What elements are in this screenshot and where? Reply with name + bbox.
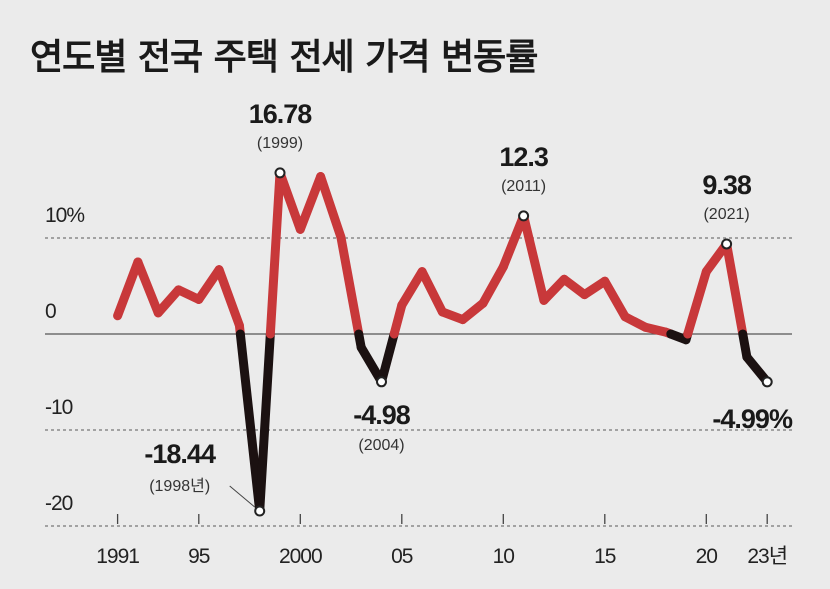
annotation-year: (2021) — [703, 206, 749, 223]
line-segment — [214, 265, 244, 330]
y-tick-label: 10% — [45, 204, 84, 227]
annotation-value: -4.99% — [712, 404, 793, 434]
x-tick-label: 95 — [188, 545, 210, 568]
line-segment — [255, 329, 275, 516]
highlight-marker — [254, 505, 266, 517]
annotation-value: -18.44 — [144, 439, 216, 469]
highlight-marker — [721, 238, 733, 250]
chart-title: 연도별 전국 주택 전세 가격 변동률 — [30, 37, 538, 78]
annotation-value: 12.3 — [499, 142, 549, 172]
line-segment — [316, 172, 346, 242]
line-segment — [153, 285, 183, 318]
annotation-value: -4.98 — [353, 400, 411, 430]
x-tick-label: 1991 — [96, 545, 139, 568]
line-segment — [397, 267, 427, 310]
line-segment — [113, 257, 143, 321]
y-tick-label: -10 — [45, 396, 73, 419]
line-segment — [519, 211, 549, 305]
line-segment — [377, 329, 399, 387]
leader-line — [229, 485, 256, 508]
highlight-marker — [761, 376, 773, 388]
line-segment — [498, 211, 529, 272]
x-tick-label: 2000 — [279, 545, 322, 568]
annotation-year: (1998년) — [149, 477, 210, 495]
x-tick-label: 15 — [594, 545, 616, 568]
line-segment — [275, 168, 305, 234]
line-segment — [389, 300, 407, 339]
line-segment — [478, 262, 508, 308]
line-segment — [722, 239, 748, 339]
line-segment — [539, 274, 569, 305]
line-segment — [194, 265, 224, 304]
highlight-marker — [376, 376, 387, 388]
x-tick-label: 10 — [493, 545, 515, 568]
y-tick-label: -20 — [45, 492, 73, 515]
line-segment — [356, 342, 386, 387]
line-segment — [265, 168, 285, 339]
line-segment — [336, 232, 364, 339]
annotation-value: 9.38 — [702, 170, 752, 200]
highlight-marker — [274, 167, 286, 179]
annotation-value: 16.78 — [249, 99, 313, 129]
line-segment — [683, 267, 711, 339]
y-tick-label: 0 — [45, 300, 56, 323]
line-segment — [295, 172, 326, 234]
x-tick-label: 20 — [696, 545, 718, 568]
annotation-year: (2011) — [501, 178, 546, 195]
x-tick-label: 23년 — [747, 545, 787, 568]
line-segment — [235, 329, 265, 516]
highlight-marker — [518, 210, 530, 222]
x-tick-label: 05 — [391, 545, 413, 568]
line-segment — [417, 267, 447, 317]
line-segment — [600, 276, 630, 322]
annotation-year: (1999) — [257, 135, 303, 152]
annotation-year: (2004) — [358, 437, 404, 454]
line-segment — [133, 257, 163, 318]
